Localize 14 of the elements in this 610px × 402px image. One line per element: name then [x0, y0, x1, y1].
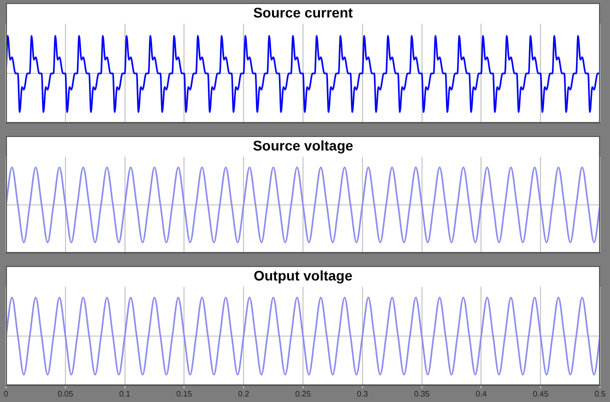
x-tick-label: 0: [4, 389, 9, 398]
x-tick-label: 0.4: [476, 389, 488, 398]
x-tick-label: 0.1: [119, 389, 131, 398]
x-tick-label: 0.35: [414, 389, 430, 398]
x-tick-label: 0.5: [594, 389, 606, 398]
x-tick-label: 0.3: [356, 389, 369, 398]
chart-title: Output voltage: [254, 267, 353, 284]
x-tick-label: 0.2: [238, 389, 250, 398]
x-tick-label: 0.15: [176, 389, 193, 398]
chart-title: Source current: [253, 4, 354, 20]
x-tick-label: 0.45: [532, 389, 549, 398]
chart-title: Source voltage: [252, 137, 354, 154]
x-tick-label: 0.05: [58, 389, 74, 398]
x-tick-label: 0.25: [295, 389, 312, 398]
